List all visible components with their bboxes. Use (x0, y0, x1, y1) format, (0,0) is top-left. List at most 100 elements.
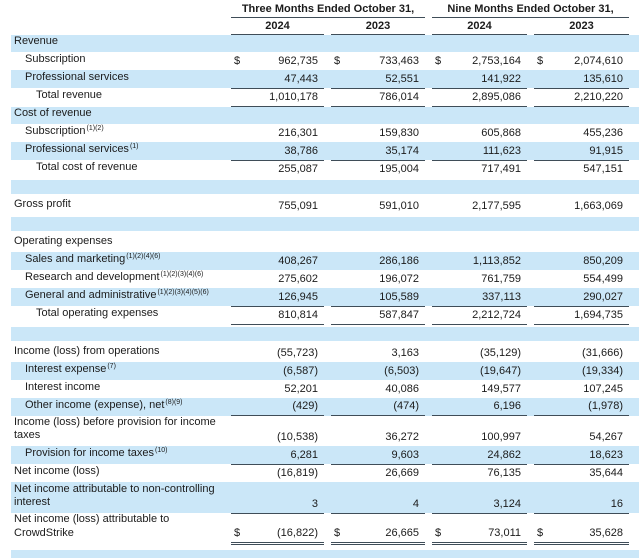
row-label-text: Subscription (25, 125, 86, 138)
dollar-sign-cell (432, 482, 447, 514)
column-gap (324, 398, 331, 416)
section-row: Revenue (11, 34, 639, 52)
cell-value: 2,074,610 (574, 55, 624, 67)
cell-value: 2,212,724 (446, 306, 528, 325)
cell-value: 455,236 (583, 127, 624, 139)
year-header: 2023 (331, 17, 426, 35)
dollar-sign-cell: $ (435, 55, 442, 67)
column-gap (425, 142, 432, 160)
dollar-sign-cell (231, 416, 245, 447)
dollar-sign-cell (331, 88, 345, 107)
row-label-text: General and administrative (25, 289, 157, 302)
column-gap (324, 88, 331, 106)
footnote-ref: (8)(9) (165, 398, 183, 406)
dollar-sign-cell (231, 380, 245, 398)
cell-value: 3,124 (446, 482, 528, 514)
column-gap (527, 344, 534, 362)
column-gap (324, 17, 331, 34)
period-header: Nine Months Ended October 31, (432, 0, 630, 18)
dollar-sign-cell (432, 446, 447, 465)
right-margin (629, 306, 639, 324)
dollar-sign-cell (331, 362, 345, 380)
cell-value: 76,135 (487, 467, 522, 479)
column-gap (425, 52, 432, 70)
column-gap (324, 52, 331, 70)
dollar-sign-cell (331, 197, 345, 215)
row-label: Research and development(1)(2)(3)(4)(6) (11, 270, 231, 288)
row-label: Provision for income taxes(10) (11, 446, 231, 464)
section-row: Cost of revenue (11, 106, 639, 124)
cell-value: 962,735 (278, 55, 318, 67)
column-gap (425, 70, 432, 88)
shaded-band (11, 326, 639, 341)
shaded-band (11, 217, 639, 231)
cell-value: 408,267 (278, 255, 318, 267)
table-row: Net income attributable to non-controlli… (11, 482, 639, 514)
table-row: Net income (loss) attributable to CrowdS… (11, 513, 639, 545)
right-margin (629, 288, 639, 306)
period-header: Three Months Ended October 31, (231, 0, 426, 18)
footnote-ref: (1)(2)(4)(6) (126, 253, 161, 261)
cell-value: 3 (245, 482, 324, 514)
column-gap (527, 288, 534, 306)
spacer-row (11, 215, 639, 234)
cell-value: 290,027 (548, 288, 630, 307)
dollar-sign-cell (331, 344, 345, 362)
dollar-sign-cell (534, 306, 549, 325)
cell-value: (35,129) (480, 346, 522, 359)
row-label: Professional services(1) (11, 142, 231, 160)
row-label-text: Other income (expense), net (25, 398, 165, 411)
cell-value: 52,551 (345, 70, 426, 89)
cell-value: 26,665 (345, 513, 426, 545)
dollar-sign-cell (432, 362, 446, 380)
spacer-cell (11, 178, 639, 197)
cell-value: 2,895,086 (446, 88, 528, 107)
column-gap (527, 513, 534, 544)
table-row: Gross profit 755,091 591,010 2,177,595 1,663… (11, 197, 639, 215)
dollar-sign-cell (331, 380, 345, 398)
row-label: Gross profit (11, 197, 231, 215)
cell-value: 554,499 (583, 273, 624, 285)
column-gap (425, 252, 432, 270)
shaded-band (11, 180, 639, 194)
column-gap (324, 252, 331, 270)
right-margin (629, 0, 639, 17)
cell-value: 135,610 (548, 70, 630, 89)
column-gap (324, 344, 331, 362)
right-margin (629, 17, 639, 34)
cell-value: 755,091 (278, 200, 318, 212)
financial-statement: Three Months Ended October 31, Nine Month… (11, 0, 639, 558)
row-label: Other income (expense), net(8)(9) (11, 398, 231, 416)
column-gap (527, 464, 534, 482)
table-row: Income (loss) from operations (55,723) 3,1… (11, 344, 639, 362)
cell-value: 733,463 (379, 55, 420, 67)
dollar-sign-cell (231, 397, 245, 416)
column-gap (324, 482, 331, 513)
dollar-sign-cell (534, 160, 548, 178)
cell-value: 6,281 (245, 446, 324, 465)
cell-value: 605,868 (481, 127, 522, 139)
cell-value: 54,267 (589, 431, 624, 443)
dollar-sign-cell (231, 197, 245, 215)
column-gap (425, 0, 432, 17)
dollar-sign-cell (534, 197, 548, 215)
column-gap (527, 398, 534, 416)
cell-value: 100,997 (481, 431, 522, 443)
dollar-sign-cell (534, 464, 548, 482)
corner-cell (11, 0, 231, 17)
row-label: Interest expense(7) (11, 362, 231, 380)
column-gap (527, 142, 534, 160)
table-header: Three Months Ended October 31, Nine Month… (11, 0, 639, 35)
cell-value: 1,010,178 (245, 88, 324, 107)
column-gap (425, 160, 432, 178)
cell-value: 35,644 (589, 467, 624, 479)
year-header: 2024 (231, 17, 324, 35)
dollar-sign-cell (432, 464, 446, 482)
dollar-sign-cell (534, 288, 549, 307)
column-gap (425, 398, 432, 416)
dollar-sign-cell (432, 142, 447, 161)
dollar-sign-cell (432, 416, 446, 447)
cell-value: (1,978) (548, 397, 630, 416)
dollar-sign-cell (231, 88, 245, 107)
cell-value: 107,245 (583, 382, 624, 395)
